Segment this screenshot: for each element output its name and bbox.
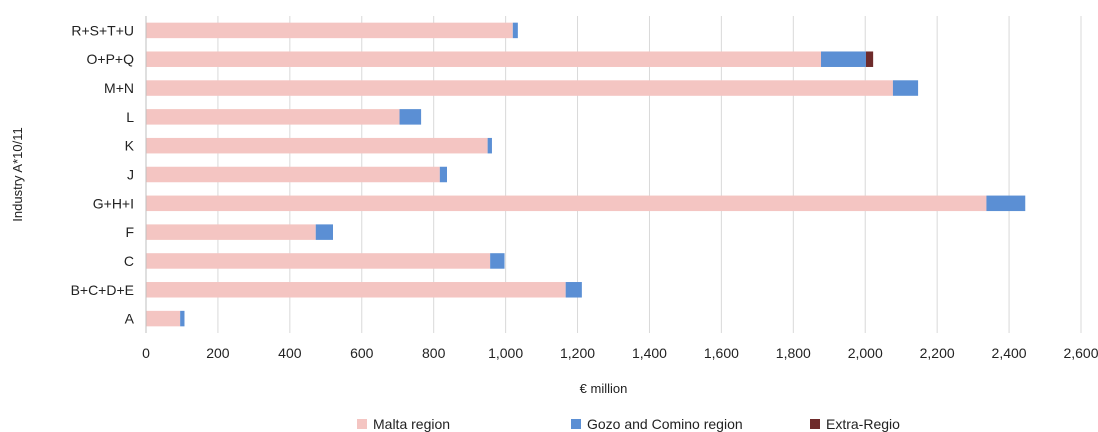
legend-swatch bbox=[357, 419, 367, 429]
bar-segment bbox=[146, 195, 987, 212]
bar-segment bbox=[865, 51, 874, 67]
legend-swatch bbox=[571, 419, 581, 429]
gridlines bbox=[217, 16, 1082, 333]
bar-segment bbox=[146, 137, 488, 154]
x-tick-label: 1,200 bbox=[560, 345, 595, 361]
x-tick-label: 1,400 bbox=[632, 345, 667, 361]
legend-label: Extra-Regio bbox=[826, 416, 900, 432]
bar-segment bbox=[146, 282, 566, 298]
x-tick-label: 800 bbox=[422, 345, 446, 361]
bar-segment bbox=[986, 195, 1026, 212]
bar-segment bbox=[315, 224, 333, 240]
bar-segment bbox=[146, 224, 316, 240]
bar-segment bbox=[146, 80, 893, 96]
y-tick-label: C bbox=[124, 253, 134, 269]
x-tick-label: 2,000 bbox=[848, 345, 883, 361]
bar-segment bbox=[487, 137, 492, 154]
bar-segment bbox=[146, 166, 440, 183]
y-axis-title: Industry A*10/11 bbox=[10, 127, 25, 221]
bar-segment bbox=[512, 22, 518, 39]
legend-swatch bbox=[810, 419, 820, 429]
legend: Malta region Gozo and Comino region Extra-… bbox=[357, 416, 900, 432]
y-tick-label: K bbox=[125, 138, 135, 154]
bar-segment bbox=[146, 253, 491, 269]
legend-item: Gozo and Comino region bbox=[571, 416, 743, 432]
bar-segment bbox=[490, 253, 505, 269]
x-tick-label: 1,600 bbox=[704, 345, 739, 361]
bar-segment bbox=[146, 109, 400, 125]
x-tick-label: 400 bbox=[278, 345, 302, 361]
y-tick-label: J bbox=[127, 167, 134, 183]
x-tick-label: 200 bbox=[206, 345, 230, 361]
bars bbox=[146, 22, 1026, 327]
bar-segment bbox=[399, 109, 422, 125]
y-tick-label: M+N bbox=[104, 80, 134, 96]
x-tick-label: 1,800 bbox=[776, 345, 811, 361]
x-tick-labels: 0 200 400 600 800 1,000 1,200 1,400 1,600 1,800 2,… bbox=[142, 345, 1098, 361]
x-tick-label: 600 bbox=[350, 345, 374, 361]
bar-segment bbox=[565, 282, 582, 298]
x-tick-label: 1,000 bbox=[488, 345, 523, 361]
x-axis-title: € million bbox=[580, 381, 628, 396]
y-tick-label: A bbox=[125, 311, 135, 327]
y-tick-label: O+P+Q bbox=[87, 51, 135, 67]
bar-segment bbox=[180, 310, 185, 327]
y-tick-labels: R+S+T+U O+P+Q M+N LKJ G+H+I FC B+C+D+E A bbox=[71, 22, 135, 326]
y-tick-label: F bbox=[125, 224, 134, 240]
legend-item: Malta region bbox=[357, 416, 450, 432]
bar-segment bbox=[820, 51, 866, 67]
y-tick-label: G+H+I bbox=[93, 195, 134, 211]
y-tick-label: L bbox=[126, 109, 134, 125]
x-tick-label: 2,600 bbox=[1063, 345, 1098, 361]
x-tick-label: 0 bbox=[142, 345, 150, 361]
y-tick-label: R+S+T+U bbox=[71, 22, 134, 38]
legend-label: Gozo and Comino region bbox=[587, 416, 743, 432]
legend-label: Malta region bbox=[373, 416, 450, 432]
legend-item: Extra-Regio bbox=[810, 416, 900, 432]
x-tick-label: 2,200 bbox=[920, 345, 955, 361]
bar-segment bbox=[146, 310, 181, 327]
bar-segment bbox=[892, 80, 919, 96]
y-tick-label: B+C+D+E bbox=[71, 282, 134, 298]
bar-segment bbox=[146, 51, 821, 67]
bar-segment bbox=[146, 22, 513, 39]
x-tick-label: 2,400 bbox=[992, 345, 1027, 361]
bar-segment bbox=[439, 166, 447, 183]
